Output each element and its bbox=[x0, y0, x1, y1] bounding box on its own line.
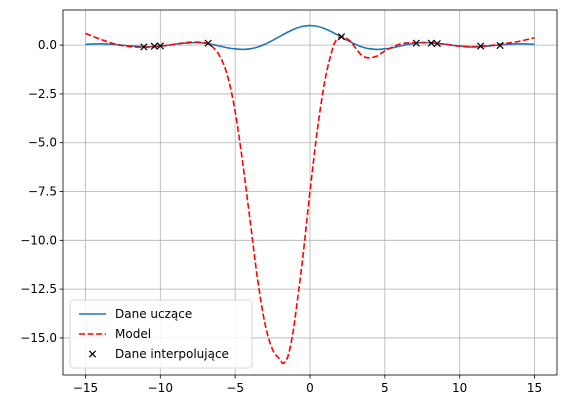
legend-label: Dane uczące bbox=[115, 307, 192, 321]
legend-swatch bbox=[88, 350, 97, 358]
y-tick-label: −12.5 bbox=[20, 282, 57, 296]
grid bbox=[63, 10, 557, 375]
data-point bbox=[477, 42, 485, 50]
x-tick-label: 15 bbox=[527, 381, 542, 395]
legend-entry: Model bbox=[79, 327, 151, 341]
legend: Dane uczące Model Dane interpolujące bbox=[69, 299, 253, 369]
data-point bbox=[496, 41, 504, 50]
data-point bbox=[140, 43, 148, 51]
data-point bbox=[156, 42, 164, 50]
series-3 bbox=[140, 33, 504, 51]
data-point bbox=[412, 39, 420, 47]
plot-series bbox=[85, 24, 535, 365]
data-point bbox=[337, 33, 346, 41]
x-tick-label: −15 bbox=[73, 381, 98, 395]
x-tick-label: 5 bbox=[381, 381, 389, 395]
legend-entry: Dane uczące bbox=[79, 307, 192, 321]
data-point bbox=[150, 42, 158, 50]
series-2 bbox=[85, 32, 535, 365]
data-point bbox=[427, 39, 435, 47]
y-tick-label: −5.0 bbox=[28, 136, 57, 150]
x-tick-label: −10 bbox=[148, 381, 173, 395]
data-point bbox=[433, 39, 441, 48]
legend-box bbox=[69, 299, 253, 369]
y-tick-label: −7.5 bbox=[28, 185, 57, 199]
data-point bbox=[204, 39, 212, 47]
y-tick-label: 0.0 bbox=[38, 38, 57, 52]
x-tick-label: 0 bbox=[306, 381, 314, 395]
y-tick-label: −15.0 bbox=[20, 331, 57, 345]
x-tick-label: −5 bbox=[226, 381, 244, 395]
series-line-2 bbox=[85, 32, 535, 365]
x-tick-label: 10 bbox=[452, 381, 467, 395]
legend-entry: Dane interpolujące bbox=[88, 347, 229, 361]
legend-label: Dane interpolujące bbox=[115, 347, 229, 361]
legend-label: Model bbox=[115, 327, 151, 341]
y-tick-label: −10.0 bbox=[20, 233, 57, 247]
axis-ticks: −15 −10 −5 0 5 10 15 0.0 −2.5 −5.0 −7.5 −10.0 −12.5 −… bbox=[20, 38, 542, 395]
y-tick-label: −2.5 bbox=[28, 87, 57, 101]
